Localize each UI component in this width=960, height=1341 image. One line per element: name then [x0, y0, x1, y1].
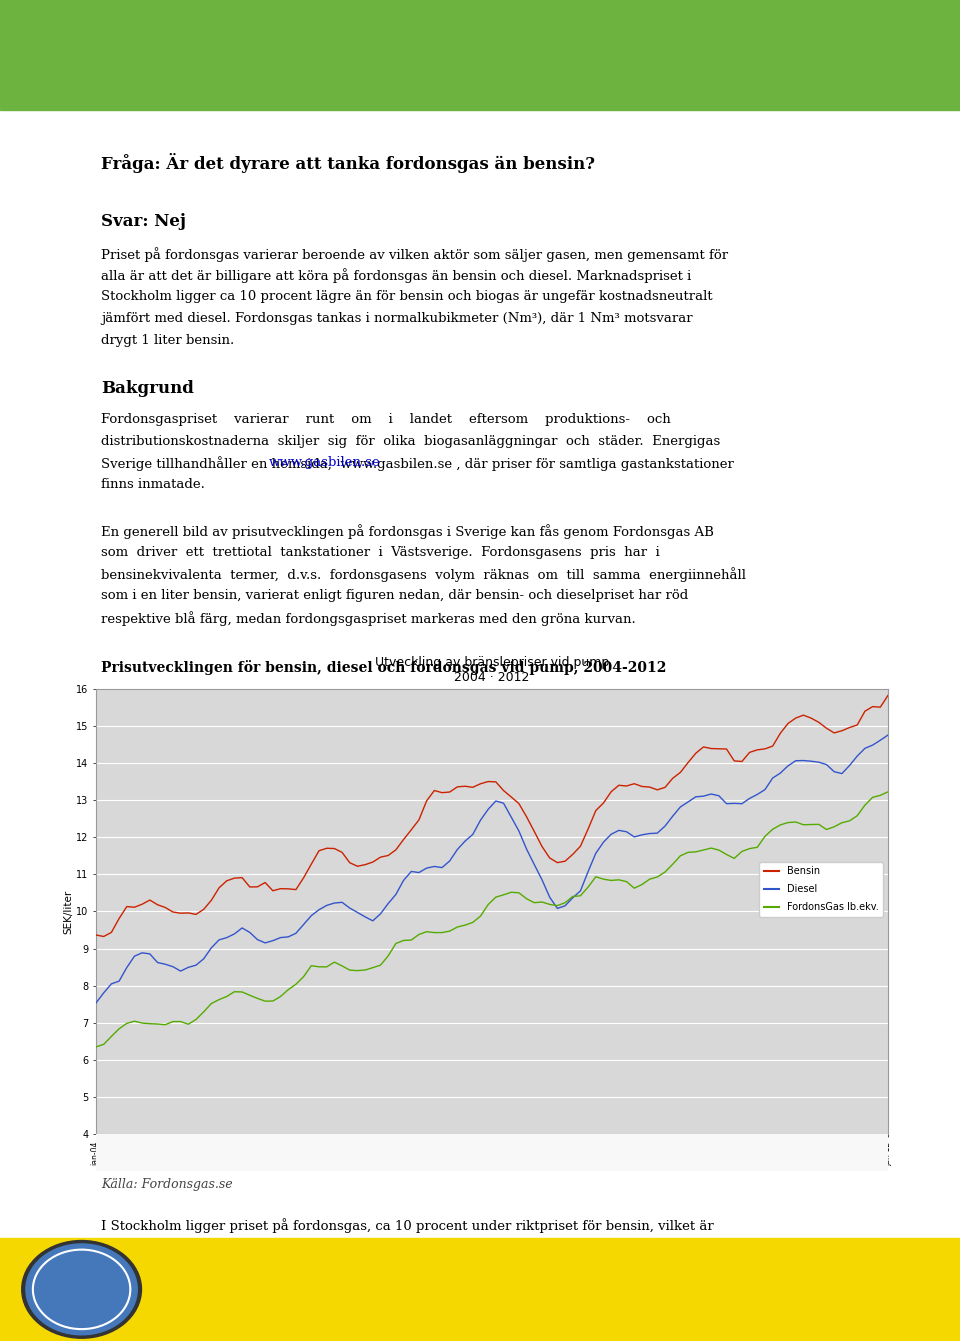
Legend: Bensin, Diesel, FordonsGas lb.ekv.: Bensin, Diesel, FordonsGas lb.ekv.: [759, 861, 883, 917]
Text: Priset på fordonsgas varierar beroende av vilken aktör som säljer gasen, men gem: Priset på fordonsgas varierar beroende a…: [101, 247, 728, 261]
Text: respektive blå färg, medan fordongsgaspriset markeras med den gröna kurvan.: respektive blå färg, medan fordongsgaspr…: [101, 611, 636, 626]
Text: som i en liter bensin, varierat enligt figuren nedan, där bensin- och dieselpris: som i en liter bensin, varierat enligt f…: [101, 589, 688, 602]
Text: MILJÖBILAR I STOCKHOLM: MILJÖBILAR I STOCKHOLM: [158, 1258, 374, 1275]
Text: Svar: Nej: Svar: Nej: [101, 213, 186, 231]
Text: bensinekvivalenta  termer,  d.v.s.  fordonsgasens  volym  räknas  om  till  samm: bensinekvivalenta termer, d.v.s. fordons…: [101, 567, 746, 582]
Text: Uppdaterad 2012-08-28: Uppdaterad 2012-08-28: [106, 1139, 206, 1147]
Text: En generell bild av prisutvecklingen på fordonsgas i Sverige kan fås genom Fordo: En generell bild av prisutvecklingen på …: [101, 524, 713, 539]
Text: Miljöbilar: Miljöbilar: [50, 30, 226, 63]
Text: Bakgrund: Bakgrund: [101, 380, 194, 397]
Text: www.gasbilen.se: www.gasbilen.se: [269, 456, 380, 469]
Text: FordonsGas: FordonsGas: [796, 1139, 878, 1151]
Text: Sverige tillhandhåller en hemsida,  www.gasbilen.se , där priser för samtliga ga: Sverige tillhandhåller en hemsida, www.g…: [101, 456, 733, 471]
Y-axis label: SEK/liter: SEK/liter: [63, 889, 73, 933]
Text: Fråga: Är det dyrare att tanka fordonsgas än bensin?: Fråga: Är det dyrare att tanka fordonsga…: [101, 153, 595, 173]
Text: distributionskostnaderna  skiljer  sig  för  olika  biogasanläggningar  och  stä: distributionskostnaderna skiljer sig för…: [101, 434, 720, 448]
Text: www.stockholm.se/miljobilar: www.stockholm.se/miljobilar: [158, 1309, 326, 1322]
Text: något högre än i resten av landet. Det högre priset i Stockholm beror framförall: något högre än i resten av landet. Det h…: [101, 1240, 713, 1255]
Text: Prisutvecklingen för bensin, diesel och fordonsgas vid pump, 2004-2012: Prisutvecklingen för bensin, diesel och …: [101, 660, 666, 675]
Text: som  driver  ett  trettiotal  tankstationer  i  Västsverige.  Fordonsgasens  pri: som driver ett trettiotal tankstationer …: [101, 546, 660, 559]
Text: Stockholm ligger ca 10 procent lägre än för bensin och biogas är ungefär kostnad: Stockholm ligger ca 10 procent lägre än …: [101, 290, 712, 303]
Text: I Stockholm ligger priset på fordonsgas, ca 10 procent under riktpriset för bens: I Stockholm ligger priset på fordonsgas,…: [101, 1219, 713, 1234]
Text: Källa:SCB & FordonsGas Sverige: Källa:SCB & FordonsGas Sverige: [407, 1139, 553, 1147]
Text: Fordonsgaspriset    varierar    runt    om    i    landet    eftersom    produkt: Fordonsgaspriset varierar runt om i land…: [101, 413, 670, 426]
Text: finns inmatade.: finns inmatade.: [101, 479, 204, 491]
Text: MILJÖFÖRVALTNINGEN: MILJÖFÖRVALTNINGEN: [158, 1286, 288, 1299]
Text: i Stockholm: i Stockholm: [238, 30, 470, 63]
Text: alla är att det är billigare att köra på fordonsgas än bensin och diesel. Markna: alla är att det är billigare att köra på…: [101, 268, 691, 283]
Text: jämfört med diesel. Fordonsgas tankas i normalkubikmeter (Nm³), där 1 Nm³ motsva: jämfört med diesel. Fordonsgas tankas i …: [101, 312, 692, 325]
Text: drygt 1 liter bensin.: drygt 1 liter bensin.: [101, 334, 234, 346]
Text: Källa: Fordonsgas.se: Källa: Fordonsgas.se: [101, 1179, 232, 1191]
Title: Utveckling av bränslepriser vid pump
2004 · 2012: Utveckling av bränslepriser vid pump 200…: [374, 656, 610, 684]
